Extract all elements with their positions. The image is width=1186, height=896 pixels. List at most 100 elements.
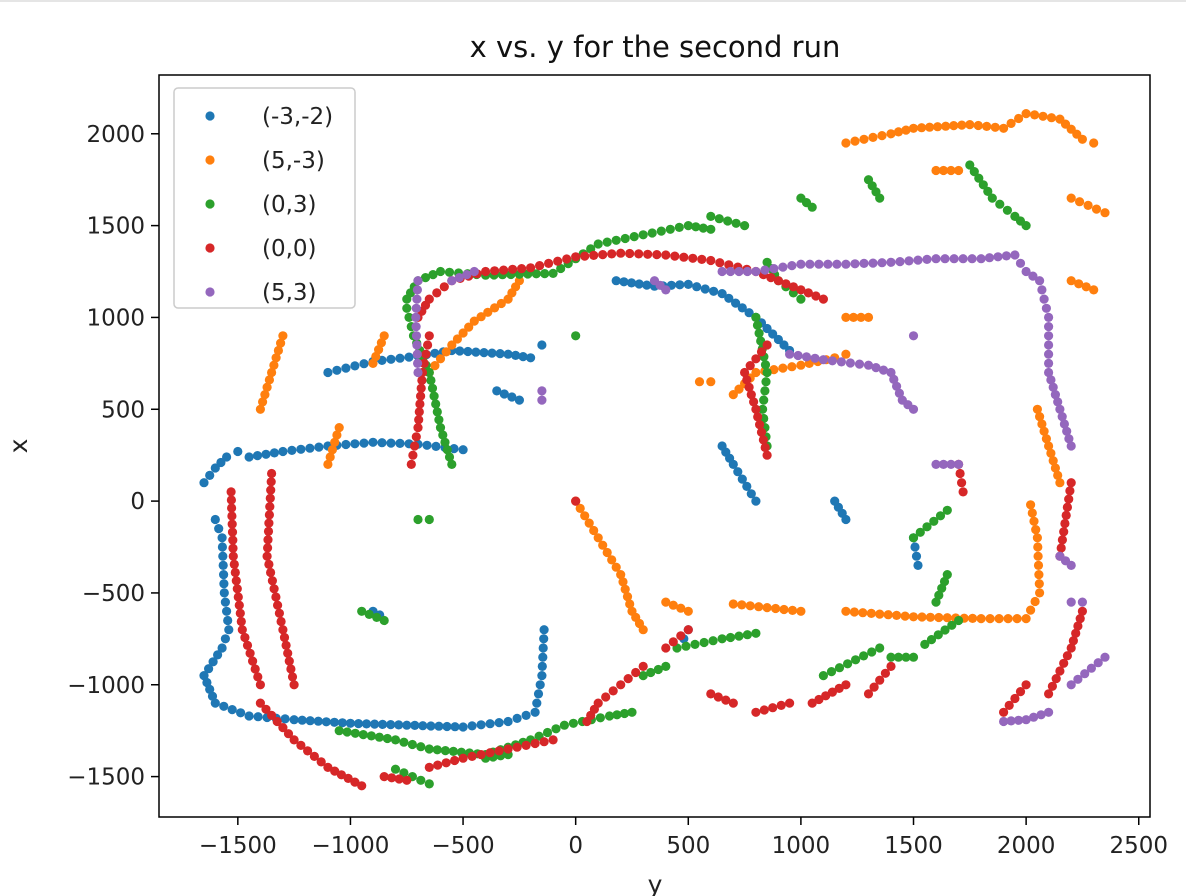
data-point xyxy=(345,718,355,728)
data-point xyxy=(227,519,237,529)
data-point xyxy=(544,258,554,268)
data-point xyxy=(514,395,525,405)
series-points xyxy=(199,276,923,732)
data-point xyxy=(616,570,626,580)
data-point xyxy=(946,459,956,469)
data-point xyxy=(589,525,599,536)
data-point xyxy=(1033,551,1043,561)
data-point xyxy=(284,656,294,666)
data-point xyxy=(931,254,941,264)
data-point xyxy=(810,353,820,363)
data-point xyxy=(859,134,869,144)
data-point xyxy=(229,559,239,570)
data-point xyxy=(378,719,388,730)
data-point xyxy=(1089,138,1099,148)
data-point xyxy=(1083,200,1093,210)
data-point xyxy=(954,615,964,626)
data-point xyxy=(706,377,716,387)
data-point xyxy=(463,346,473,357)
data-point xyxy=(404,312,414,322)
data-point xyxy=(1041,303,1051,313)
data-point xyxy=(762,450,772,460)
data-point xyxy=(439,282,449,292)
data-point xyxy=(728,698,738,708)
data-point xyxy=(325,452,335,462)
data-point xyxy=(683,606,693,616)
data-point xyxy=(946,165,956,176)
data-point xyxy=(647,228,657,238)
data-point xyxy=(740,221,750,231)
data-point xyxy=(751,628,761,638)
data-point xyxy=(601,692,611,702)
data-point xyxy=(1048,456,1058,466)
data-point xyxy=(415,399,425,409)
data-point xyxy=(1034,579,1044,589)
data-point xyxy=(1044,331,1054,341)
data-point xyxy=(1033,560,1044,571)
data-point xyxy=(910,542,920,552)
data-point xyxy=(1035,412,1045,422)
data-point xyxy=(255,698,265,708)
data-point xyxy=(521,710,531,721)
data-point xyxy=(1027,508,1037,518)
data-point xyxy=(1004,700,1014,711)
data-point xyxy=(895,257,905,267)
data-point xyxy=(818,671,829,681)
data-point xyxy=(296,444,306,454)
data-point xyxy=(305,716,315,726)
data-point xyxy=(976,614,986,624)
data-point xyxy=(836,357,847,367)
data-point xyxy=(368,358,378,368)
data-point xyxy=(1066,643,1076,653)
data-point xyxy=(559,720,570,730)
data-point xyxy=(414,407,424,417)
data-point xyxy=(430,361,440,371)
data-point xyxy=(999,716,1009,727)
data-point xyxy=(814,694,824,705)
data-point xyxy=(377,438,387,448)
data-point xyxy=(754,328,764,338)
data-point xyxy=(548,735,558,745)
data-point xyxy=(234,600,244,610)
data-point xyxy=(413,423,423,433)
data-point xyxy=(1077,134,1087,144)
data-point xyxy=(244,711,254,721)
data-point xyxy=(911,551,922,561)
data-point xyxy=(737,600,747,610)
data-point xyxy=(233,592,243,602)
data-point xyxy=(429,391,439,401)
y-tick-label: 0 xyxy=(130,489,145,515)
data-point xyxy=(507,392,517,402)
data-point xyxy=(428,270,438,280)
data-point xyxy=(350,439,360,449)
data-point xyxy=(1055,478,1065,488)
data-point xyxy=(406,459,416,469)
data-point xyxy=(1014,113,1024,124)
data-point xyxy=(1100,652,1110,662)
data-point xyxy=(269,448,279,458)
data-point xyxy=(264,518,274,528)
x-tick-label: 500 xyxy=(666,833,710,859)
data-point xyxy=(455,346,465,356)
data-point xyxy=(435,354,446,364)
data-point xyxy=(863,360,874,370)
data-point xyxy=(217,643,227,653)
data-point xyxy=(237,625,247,635)
data-point xyxy=(683,279,693,289)
data-point xyxy=(742,266,753,277)
data-point xyxy=(832,259,842,269)
data-point xyxy=(697,254,707,264)
data-point xyxy=(414,415,424,425)
data-point xyxy=(1041,434,1051,444)
data-point xyxy=(542,727,553,738)
data-point xyxy=(219,588,229,598)
legend-label: (5,3) xyxy=(262,280,317,306)
data-point xyxy=(361,719,372,729)
data-point xyxy=(611,562,621,572)
data-point xyxy=(1015,258,1026,268)
data-point xyxy=(526,353,536,363)
data-point xyxy=(683,221,693,231)
data-point xyxy=(931,459,941,469)
data-point xyxy=(803,288,814,298)
data-point xyxy=(751,266,761,277)
